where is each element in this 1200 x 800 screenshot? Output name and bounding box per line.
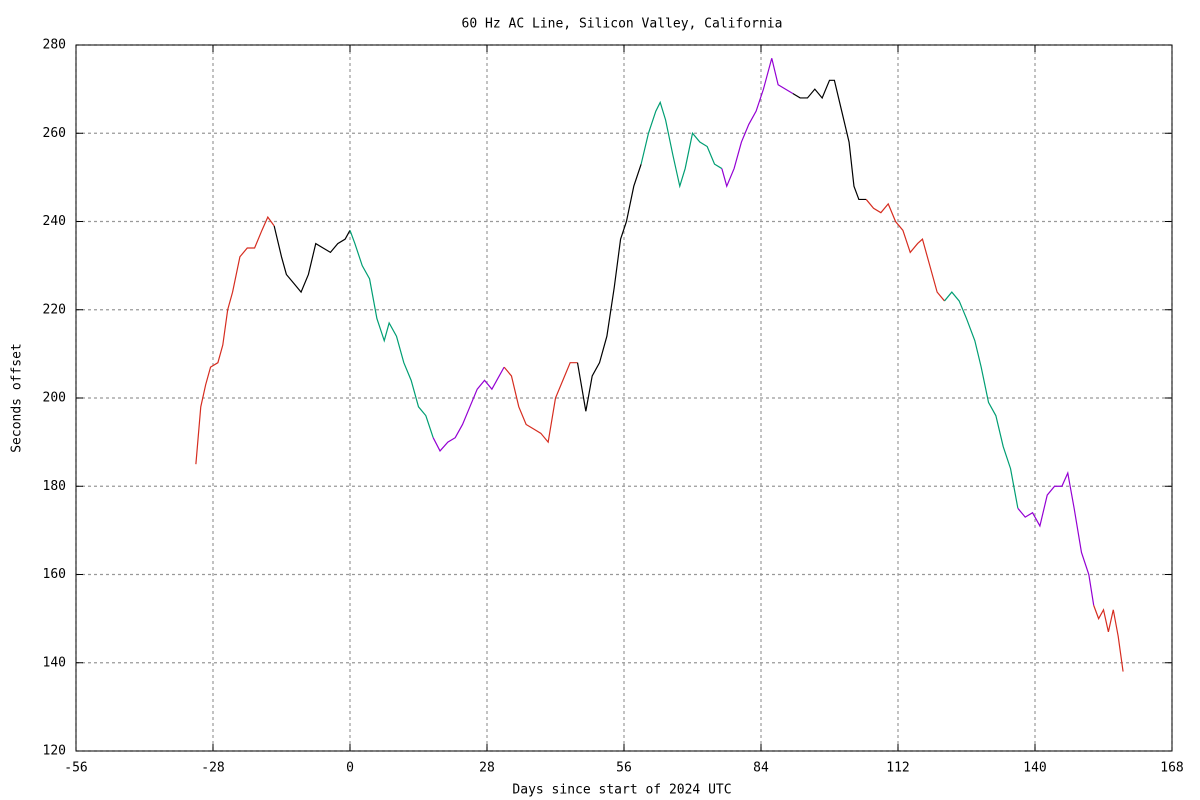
data-line: [503, 362, 578, 444]
data-line: [640, 100, 723, 189]
x-tick-label: 56: [616, 761, 632, 776]
data-line: [273, 225, 351, 294]
x-tick-label: 112: [886, 761, 909, 776]
x-tick-label: 140: [1023, 761, 1046, 776]
data-line: [195, 215, 275, 465]
y-tick-label: 220: [43, 302, 66, 317]
x-tick-label: 84: [753, 761, 769, 776]
data-line: [792, 79, 867, 201]
data-line: [1017, 470, 1095, 606]
x-tick-label: -28: [201, 761, 224, 776]
x-tick-label: 168: [1160, 761, 1183, 776]
y-tick-label: 140: [43, 655, 66, 670]
plot-frame: [75, 44, 1173, 752]
data-line: [349, 230, 434, 438]
y-tick-label: 160: [43, 567, 66, 582]
x-tick-label: 0: [346, 761, 354, 776]
data-line: [576, 163, 642, 412]
data-line: [865, 199, 945, 302]
y-tick-label: 200: [43, 391, 66, 406]
x-axis-label: Days since start of 2024 UTC: [512, 783, 731, 798]
chart-title: 60 Hz AC Line, Silicon Valley, Californi…: [462, 17, 783, 32]
y-tick-label: 180: [43, 479, 66, 494]
y-tick-label: 120: [43, 744, 66, 759]
x-tick-label: 28: [479, 761, 495, 776]
y-tick-label: 280: [43, 38, 66, 53]
x-tick-label: -56: [64, 761, 87, 776]
y-axis-label: Seconds offset: [10, 343, 25, 453]
data-line: [432, 366, 505, 453]
data-line: [721, 58, 794, 189]
y-tick-label: 240: [43, 214, 66, 229]
data-line: [944, 291, 1019, 509]
data-line: [1093, 605, 1124, 672]
y-tick-label: 260: [43, 126, 66, 141]
